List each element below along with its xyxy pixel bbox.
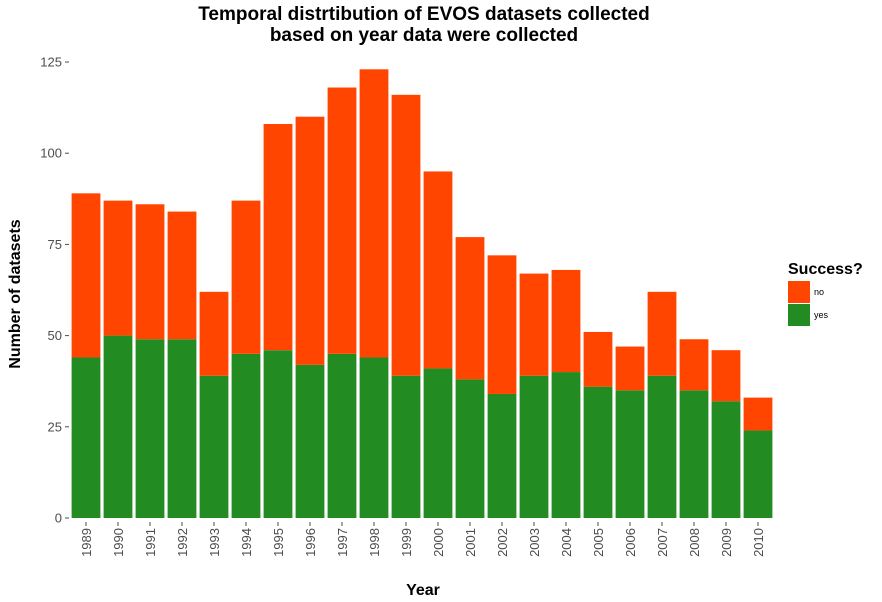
bar-no-2005 [583, 331, 613, 387]
bar-yes-1994 [231, 353, 261, 518]
legend-label-yes: yes [814, 310, 829, 320]
x-axis: 1989 1990 1991 1992 1993 1994 1995 1996 1997 1998… [79, 522, 766, 557]
x-tick-label: 1992 [175, 528, 190, 557]
bar-yes-1997 [327, 353, 357, 518]
bar-no-2006 [615, 346, 645, 391]
bar-yes-2009 [711, 401, 741, 518]
bar-yes-1996 [295, 364, 325, 518]
x-tick-label: 2008 [687, 528, 702, 557]
bar-no-2002 [487, 255, 517, 394]
bar-yes-1989 [71, 357, 101, 518]
bar-yes-2003 [519, 375, 549, 518]
x-tick-label: 1997 [335, 528, 350, 557]
bar-no-2004 [551, 269, 581, 373]
chart-title-line-2: based on year data were collected [270, 25, 578, 46]
x-tick-label: 1989 [79, 528, 94, 557]
x-tick-label: 2010 [751, 528, 766, 557]
x-tick-label: 1998 [367, 528, 382, 557]
bar-no-2009 [711, 350, 741, 402]
bar-no-2000 [423, 171, 453, 369]
x-tick-label: 2009 [719, 528, 734, 557]
x-tick-label: 2006 [623, 528, 638, 557]
x-tick-label: 2002 [495, 528, 510, 557]
x-tick-label: 1990 [111, 528, 126, 557]
x-tick-label: 2004 [559, 528, 574, 557]
bar-no-1998 [359, 69, 389, 358]
y-tick-label: 125 [40, 55, 62, 70]
bars [71, 69, 773, 518]
y-axis-title: Number of datasets [7, 219, 24, 368]
bar-yes-2010 [743, 430, 773, 518]
bar-no-1999 [391, 94, 421, 376]
x-tick-label: 1996 [303, 528, 318, 557]
bar-no-1991 [135, 204, 165, 340]
bar-yes-1990 [103, 335, 133, 518]
bar-yes-2002 [487, 393, 517, 518]
legend: Success? no yes [788, 261, 863, 326]
x-tick-label: 2005 [591, 528, 606, 557]
bar-no-1996 [295, 116, 325, 365]
legend-title: Success? [788, 261, 863, 278]
x-tick-label: 1991 [143, 528, 158, 557]
legend-key-yes [788, 304, 810, 326]
bar-yes-1991 [135, 339, 165, 518]
bar-no-1989 [71, 193, 101, 358]
bar-no-1997 [327, 87, 357, 354]
x-tick-label: 2000 [431, 528, 446, 557]
x-axis-title: Year [406, 582, 440, 599]
chart-title-line-1: Temporal distrtibution of EVOS datasets … [198, 4, 650, 25]
x-tick-label: 1995 [271, 528, 286, 557]
x-tick-label: 2001 [463, 528, 478, 557]
bar-yes-1999 [391, 375, 421, 518]
bar-yes-1995 [263, 350, 293, 518]
bar-yes-2007 [647, 375, 677, 518]
x-tick-label: 1993 [207, 528, 222, 557]
y-tick-label: 50 [48, 328, 62, 343]
x-tick-label: 1994 [239, 528, 254, 557]
bar-yes-1992 [167, 339, 197, 518]
bar-yes-2006 [615, 390, 645, 518]
bar-yes-2004 [551, 372, 581, 518]
bar-no-2003 [519, 273, 549, 376]
y-tick-label: 75 [48, 237, 62, 252]
bar-no-1990 [103, 200, 133, 336]
legend-key-no [788, 281, 810, 303]
legend-label-no: no [814, 287, 824, 297]
y-tick-label: 25 [48, 419, 62, 434]
bar-yes-2001 [455, 379, 485, 518]
bar-no-1993 [199, 291, 229, 376]
y-tick-label: 0 [55, 511, 62, 526]
bar-no-2007 [647, 291, 677, 376]
bar-no-2010 [743, 397, 773, 431]
bar-yes-2000 [423, 368, 453, 518]
bar-yes-1998 [359, 357, 389, 518]
bar-no-1994 [231, 200, 261, 354]
bar-yes-1993 [199, 375, 229, 518]
bar-no-1995 [263, 124, 293, 351]
x-tick-label: 1999 [399, 528, 414, 557]
x-tick-label: 2007 [655, 528, 670, 557]
bar-yes-2008 [679, 390, 709, 518]
y-axis: 0 25 50 75 100 125 [40, 55, 69, 526]
bar-no-2001 [455, 237, 485, 380]
bar-no-1992 [167, 211, 197, 340]
bar-yes-2005 [583, 386, 613, 518]
x-tick-label: 2003 [527, 528, 542, 557]
y-tick-label: 100 [40, 146, 62, 161]
bar-no-2008 [679, 339, 709, 391]
